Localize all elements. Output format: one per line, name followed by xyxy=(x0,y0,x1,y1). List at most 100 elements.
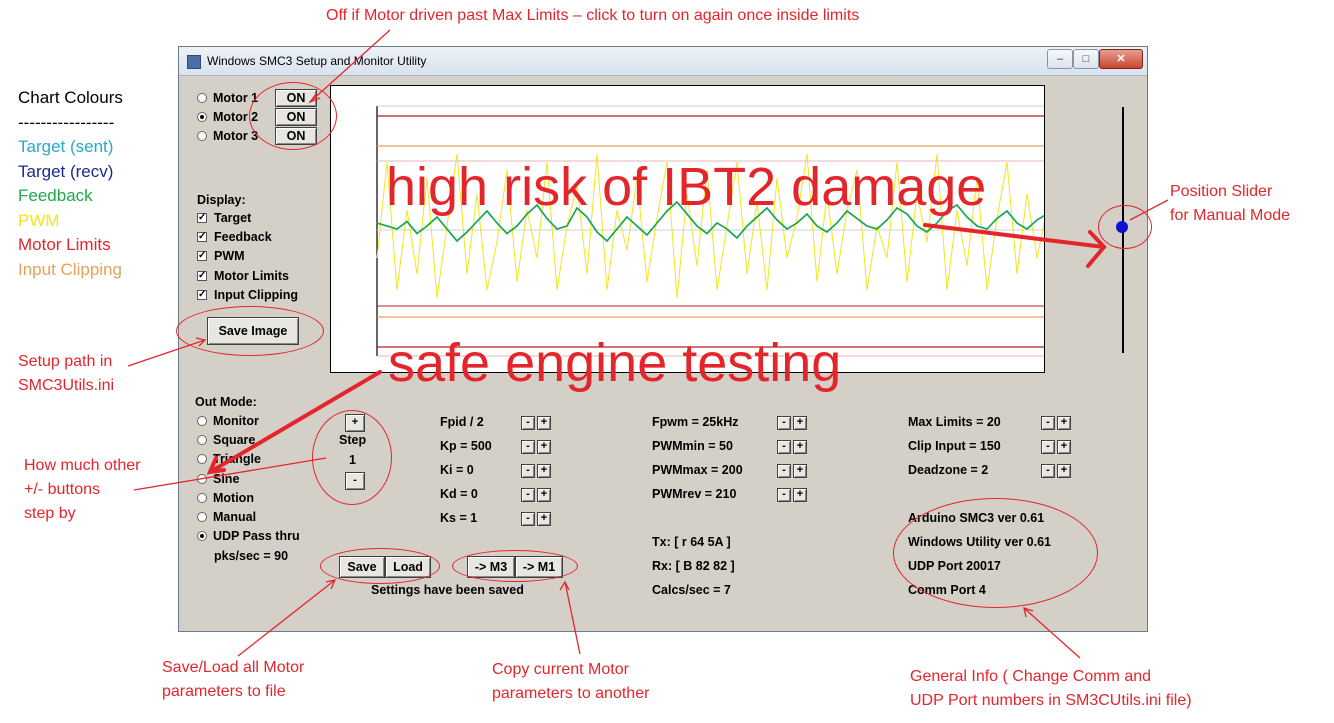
param-decrease-button[interactable]: - xyxy=(1041,440,1055,454)
motor-1-radio[interactable] xyxy=(197,93,207,103)
param-label: Max Limits = 20 xyxy=(908,415,1001,429)
param-decrease-button[interactable]: - xyxy=(521,512,535,526)
param-decrease-button[interactable]: - xyxy=(777,440,791,454)
param-increase-button[interactable]: + xyxy=(793,416,807,430)
param-label: Ki = 0 xyxy=(440,463,474,477)
out-mode-radio[interactable] xyxy=(197,416,207,426)
display-checkbox[interactable]: ✓ xyxy=(197,212,207,223)
legend-title: Chart Colours xyxy=(18,88,123,107)
param-decrease-button[interactable]: - xyxy=(521,416,535,430)
param-increase-button[interactable]: + xyxy=(537,464,551,478)
safe-testing-overlay: safe engine testing xyxy=(388,333,842,393)
param-increase-button[interactable]: + xyxy=(1057,440,1071,454)
param-increase-button[interactable]: + xyxy=(793,488,807,502)
step-annotation: How much other +/- buttons step by xyxy=(24,457,141,522)
motor-3-radio[interactable] xyxy=(197,131,207,141)
out-mode-label: Monitor xyxy=(213,414,259,428)
param-decrease-button[interactable]: - xyxy=(1041,464,1055,478)
arrow-save-load xyxy=(237,579,336,657)
out-mode-heading: Out Mode: xyxy=(195,395,257,409)
legend-item: Input Clipping xyxy=(18,259,122,279)
window-title: Windows SMC3 Setup and Monitor Utility xyxy=(207,54,427,68)
save-image-callout xyxy=(176,306,324,356)
high-risk-overlay: high risk of IBT2 damage xyxy=(386,157,987,217)
setup-path-annotation: Setup path in SMC3Utils.ini xyxy=(18,353,115,394)
out-mode-label: Manual xyxy=(213,510,257,524)
step-callout xyxy=(312,410,392,505)
motor-on-callout xyxy=(249,82,337,150)
motor-2-radio[interactable] xyxy=(197,112,207,122)
param-decrease-button[interactable]: - xyxy=(521,488,535,502)
param-label: Fpwm = 25kHz xyxy=(652,415,739,429)
top-annotation: Off if Motor driven past Max Limits – cl… xyxy=(326,7,860,24)
param-label: Kp = 500 xyxy=(440,439,492,453)
param-increase-button[interactable]: + xyxy=(793,440,807,454)
arrow-step-note xyxy=(133,457,327,491)
save-load-annotation: Save/Load all Motor parameters to file xyxy=(162,659,305,700)
arrow-general-info xyxy=(1023,607,1081,659)
param-decrease-button[interactable]: - xyxy=(777,416,791,430)
param-label: PWMrev = 210 xyxy=(652,487,737,501)
copy-annotation: Copy current Motor parameters to another xyxy=(492,661,650,702)
motor-2-label: Motor 2 xyxy=(213,110,259,124)
param-decrease-button[interactable]: - xyxy=(521,464,535,478)
motor-1-label: Motor 1 xyxy=(213,91,259,105)
param-increase-button[interactable]: + xyxy=(537,440,551,454)
chart-colour-legend: Chart Colours ----------------- Target (… xyxy=(18,86,123,282)
close-button[interactable]: ✕ xyxy=(1099,49,1143,69)
param-label: PWMmax = 200 xyxy=(652,463,743,477)
general-info-annotation: General Info ( Change Comm and UDP Port … xyxy=(910,668,1192,709)
out-mode-radio[interactable] xyxy=(197,435,207,446)
param-increase-button[interactable]: + xyxy=(1057,464,1071,478)
param-decrease-button[interactable]: - xyxy=(521,440,535,454)
out-mode-label: UDP Pass thru xyxy=(213,529,300,544)
out-mode-radio[interactable] xyxy=(197,454,207,465)
param-label: Ks = 1 xyxy=(440,511,478,525)
display-checkbox[interactable]: ✓ xyxy=(197,288,207,300)
arrow-copy xyxy=(564,581,581,655)
display-checkbox[interactable]: ✓ xyxy=(197,231,207,243)
display-item-label: Feedback xyxy=(214,230,272,245)
title-bar: Windows SMC3 Setup and Monitor Utility –… xyxy=(179,47,1147,76)
legend-item: Target (sent) xyxy=(18,137,114,156)
pwm-series-line xyxy=(376,153,1048,299)
out-mode-radio[interactable] xyxy=(197,531,207,542)
slider-callout xyxy=(1098,205,1152,249)
rx-label: Rx: [ B 82 82 ] xyxy=(652,559,735,573)
legend-item: Motor Limits xyxy=(18,235,111,254)
param-decrease-button[interactable]: - xyxy=(777,464,791,478)
status-text: Settings have been saved xyxy=(371,583,524,597)
display-item-label: Motor Limits xyxy=(214,268,289,283)
param-increase-button[interactable]: + xyxy=(793,464,807,478)
display-checkbox[interactable]: ✓ xyxy=(197,269,207,281)
param-label: Clip Input = 150 xyxy=(908,439,1001,453)
display-checkbox[interactable]: ✓ xyxy=(197,250,207,262)
out-mode-radio[interactable] xyxy=(197,512,207,522)
out-mode-label: Square xyxy=(213,433,256,448)
out-mode-radio[interactable] xyxy=(197,492,207,503)
legend-item: PWM xyxy=(18,210,60,230)
minimize-button[interactable]: – xyxy=(1047,49,1073,69)
param-increase-button[interactable]: + xyxy=(537,512,551,526)
pks-sec-label: pks/sec = 90 xyxy=(214,549,289,563)
motor-3-label: Motor 3 xyxy=(213,129,259,143)
display-item-label: PWM xyxy=(214,249,245,264)
save-load-callout xyxy=(320,548,440,584)
arrow-safe-testing xyxy=(208,370,382,474)
param-increase-button[interactable]: + xyxy=(1057,416,1071,430)
param-increase-button[interactable]: + xyxy=(537,416,551,430)
legend-item: Feedback xyxy=(18,186,93,205)
arrow-top-note xyxy=(309,29,391,103)
param-decrease-button[interactable]: - xyxy=(1041,416,1055,430)
arrow-slider-note xyxy=(1129,199,1169,221)
maximize-button[interactable]: □ xyxy=(1073,49,1099,69)
param-increase-button[interactable]: + xyxy=(537,488,551,502)
out-mode-label: Motion xyxy=(213,490,254,505)
arrow-setup-path xyxy=(127,339,206,367)
arrow-high-risk xyxy=(923,223,1106,249)
legend-divider: ----------------- xyxy=(18,112,115,132)
display-heading: Display: xyxy=(197,193,246,207)
param-label: Deadzone = 2 xyxy=(908,463,989,477)
param-decrease-button[interactable]: - xyxy=(777,488,791,502)
